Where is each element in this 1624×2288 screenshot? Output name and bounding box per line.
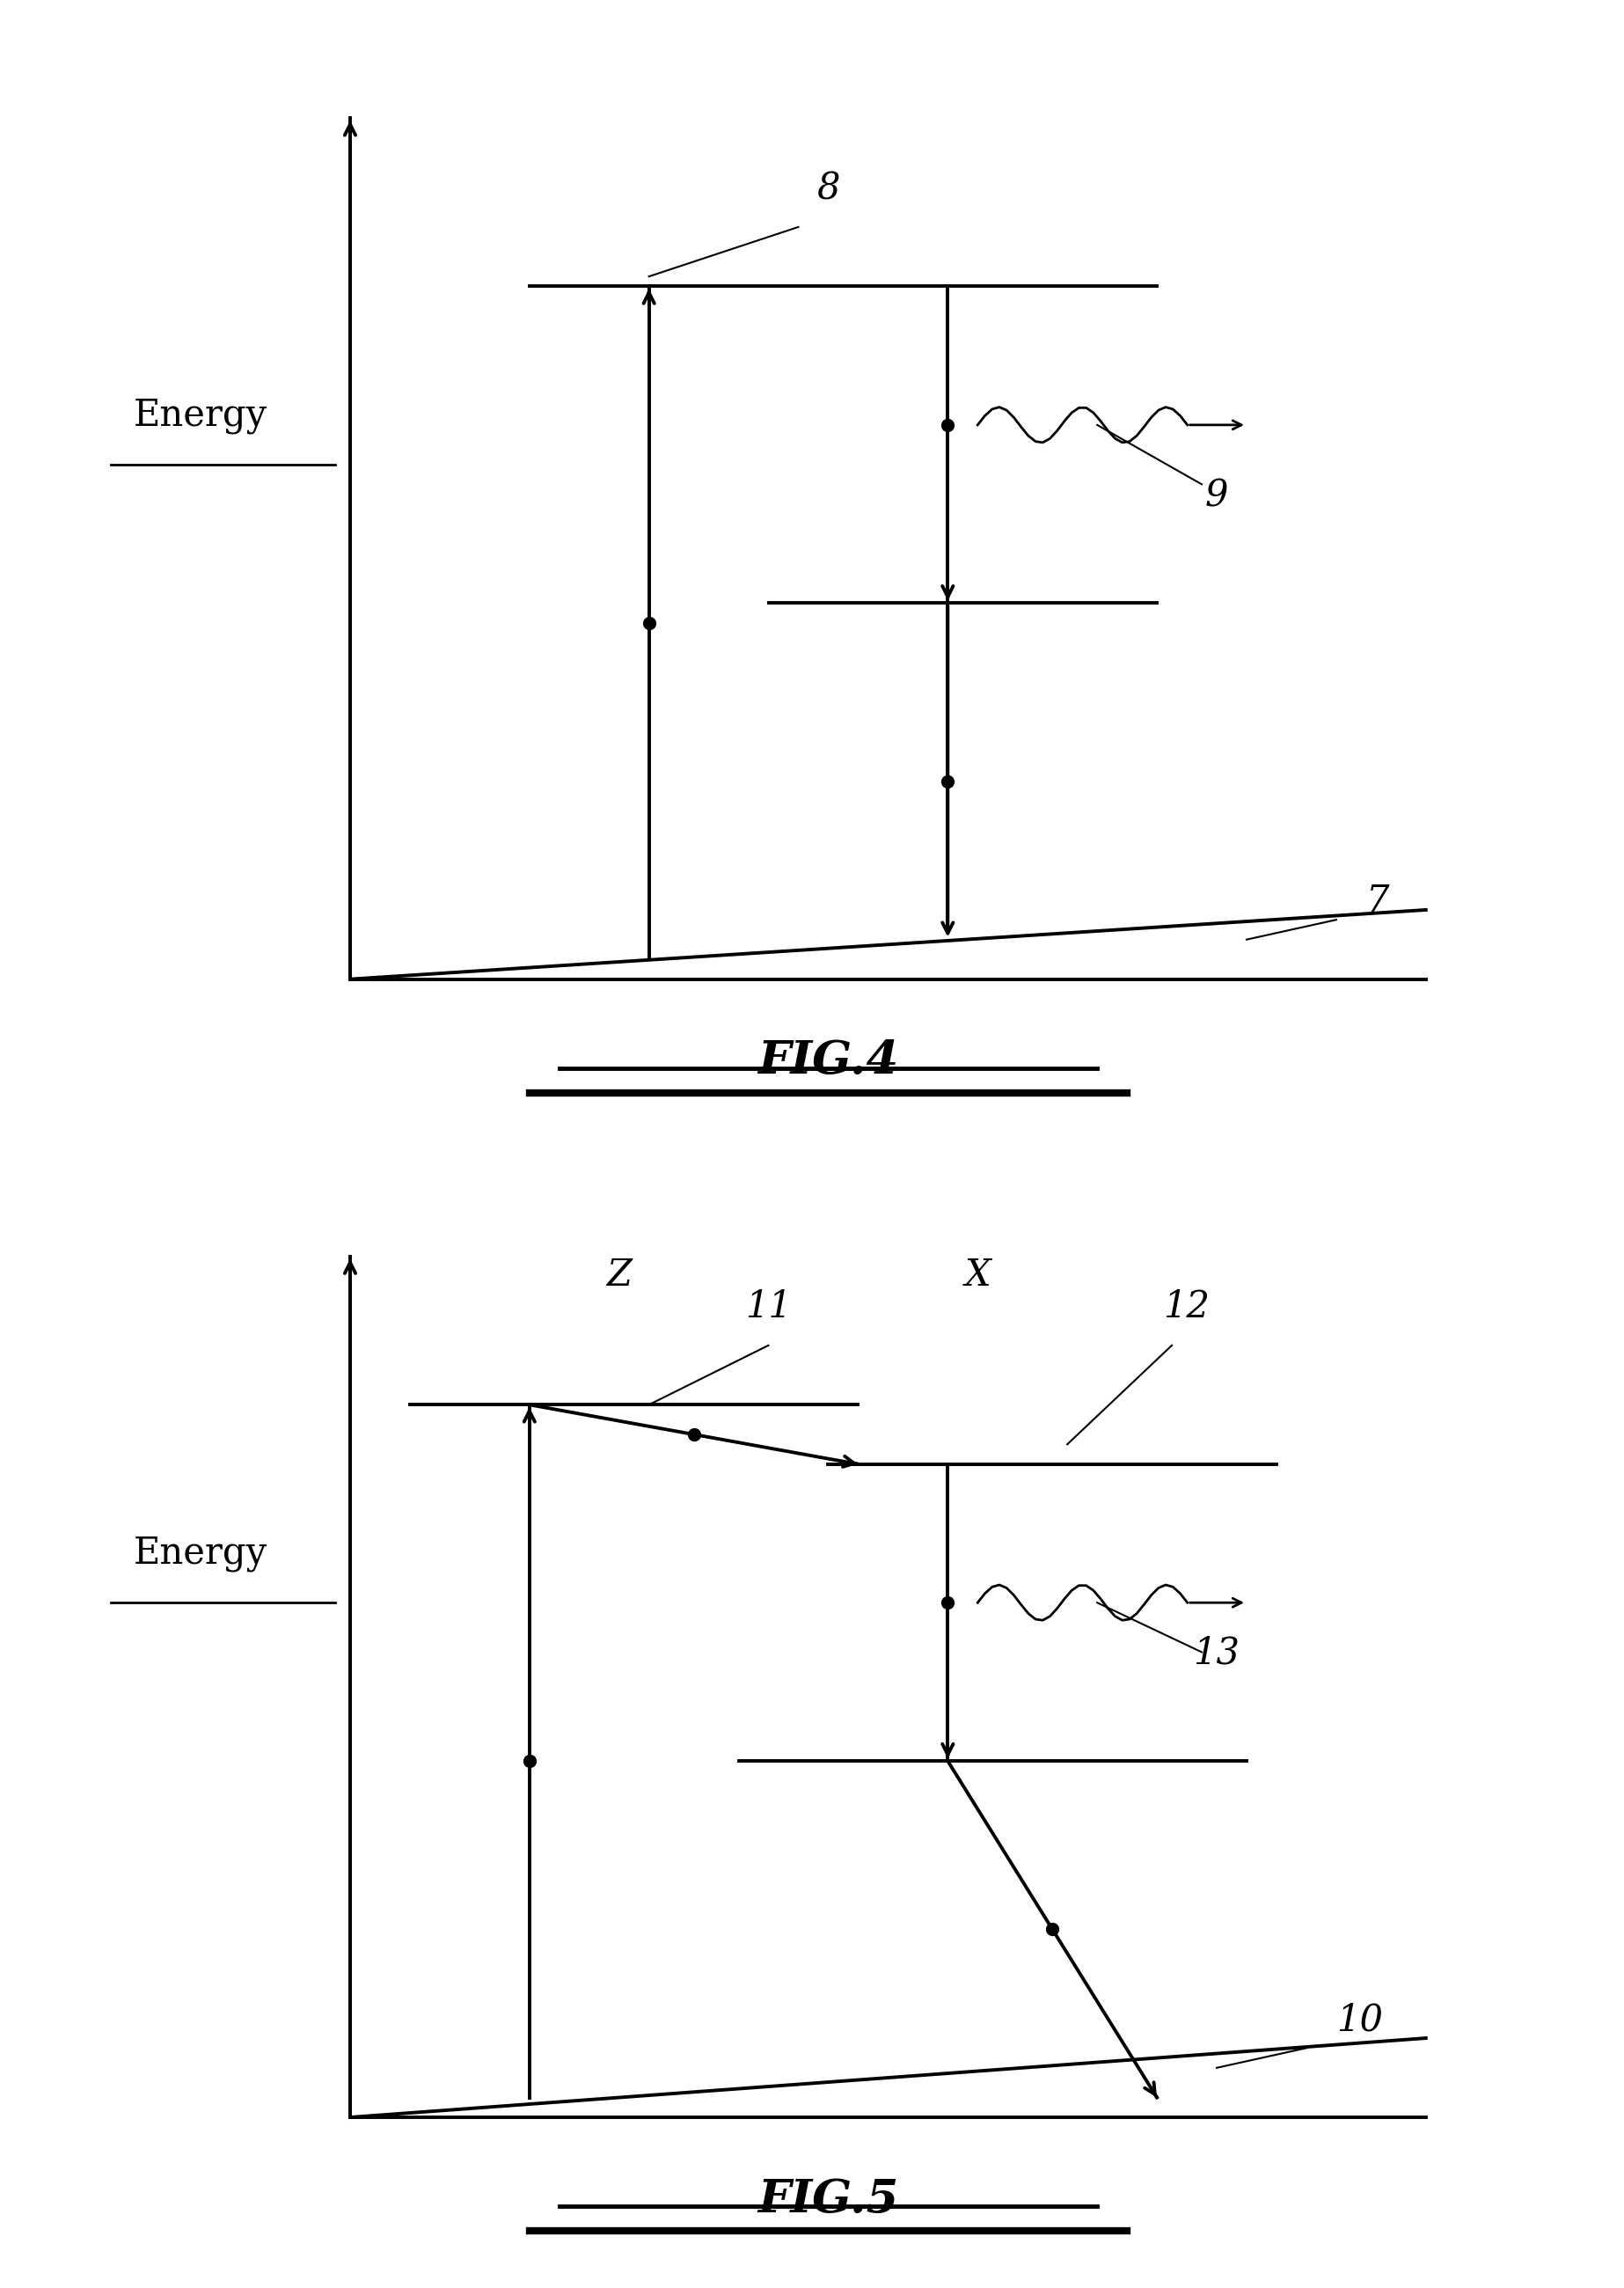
Text: 8: 8 (817, 169, 840, 208)
Text: 7: 7 (1366, 883, 1390, 920)
Text: Energy: Energy (133, 1535, 268, 1572)
Text: FIG.4: FIG.4 (758, 1039, 898, 1085)
Text: Z: Z (606, 1256, 632, 1295)
Text: 12: 12 (1163, 1288, 1210, 1325)
Text: Energy: Energy (133, 396, 268, 432)
Text: 13: 13 (1194, 1636, 1241, 1673)
Text: X: X (965, 1256, 991, 1295)
Text: 11: 11 (745, 1288, 793, 1325)
Text: FIG.5: FIG.5 (758, 2176, 898, 2222)
Text: 9: 9 (1205, 476, 1228, 515)
Text: 10: 10 (1337, 2002, 1384, 2039)
